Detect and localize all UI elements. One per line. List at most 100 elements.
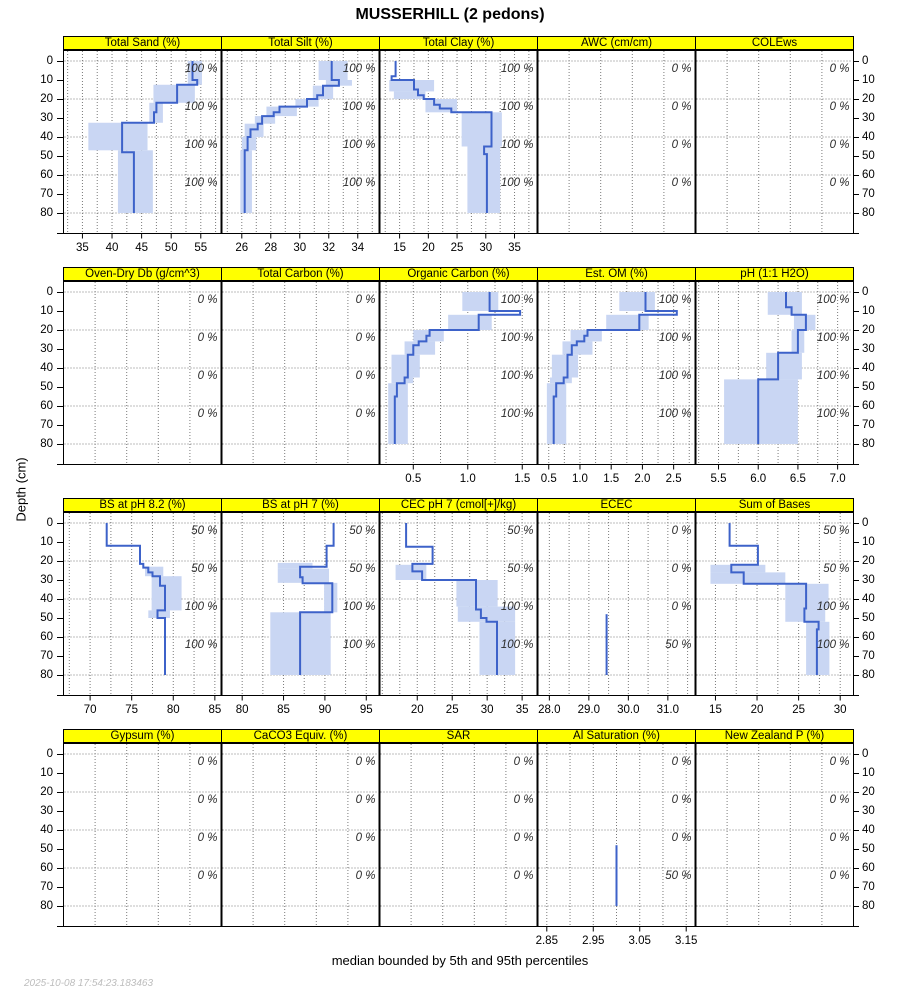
depth-tick-label: 10 bbox=[862, 536, 875, 548]
depth-tick bbox=[57, 194, 63, 195]
contributing-fraction-label: 0 % bbox=[671, 601, 691, 613]
depth-tick-label: 80 bbox=[40, 669, 53, 681]
depth-tick-label: 20 bbox=[40, 324, 53, 336]
contributing-fraction-label: 0 % bbox=[829, 756, 849, 768]
x-tick-label: 32 bbox=[322, 242, 335, 254]
contributing-fraction-label: 100 % bbox=[658, 332, 691, 344]
contributing-fraction-label: 50 % bbox=[823, 525, 849, 537]
x-tick-label: 40 bbox=[105, 242, 118, 254]
median-line bbox=[120, 61, 198, 213]
x-tick-label: 29.0 bbox=[577, 704, 599, 716]
strip-gypsum: Gypsum (%) bbox=[63, 729, 222, 743]
x-tick-label: 35 bbox=[76, 242, 89, 254]
depth-tick-label: 70 bbox=[862, 419, 875, 431]
contributing-fraction-label: 0 % bbox=[829, 177, 849, 189]
median-line bbox=[756, 292, 807, 444]
depth-tick-label: 50 bbox=[862, 381, 875, 393]
depth-tick bbox=[57, 830, 63, 831]
percentile-band bbox=[404, 341, 435, 355]
depth-tick-label: 60 bbox=[862, 631, 875, 643]
depth-tick bbox=[57, 156, 63, 157]
contributing-fraction-label: 50 % bbox=[191, 563, 217, 575]
depth-axis-end-tick bbox=[57, 926, 63, 927]
depth-tick-label: 50 bbox=[40, 381, 53, 393]
depth-tick bbox=[57, 773, 63, 774]
contributing-fraction-label: 50 % bbox=[507, 563, 533, 575]
depth-tick bbox=[57, 811, 63, 812]
contributing-fraction-label: 0 % bbox=[829, 139, 849, 151]
contributing-fraction-label: 0 % bbox=[513, 870, 533, 882]
depth-tick-label: 40 bbox=[40, 362, 53, 374]
depth-tick bbox=[57, 99, 63, 100]
percentile-band bbox=[767, 292, 802, 315]
depth-tick-label: 30 bbox=[862, 343, 875, 355]
contributing-fraction-label: 100 % bbox=[342, 101, 375, 113]
strip-total-carbon: Total Carbon (%) bbox=[221, 267, 380, 281]
depth-tick bbox=[853, 754, 859, 755]
depth-tick bbox=[57, 330, 63, 331]
contributing-fraction-label: 0 % bbox=[355, 870, 375, 882]
x-tick-label: 30 bbox=[480, 704, 493, 716]
x-tick-label: 0.5 bbox=[405, 473, 421, 485]
median-line bbox=[390, 61, 492, 213]
contributing-fraction-label: 50 % bbox=[507, 525, 533, 537]
panel-row-2: 0 %0 %0 %0 %0 %0 %0 %0 %100 %100 %100 %1… bbox=[62, 281, 854, 485]
depth-tick-label: 10 bbox=[40, 767, 53, 779]
depth-tick-label: 70 bbox=[40, 881, 53, 893]
depth-tick bbox=[57, 887, 63, 888]
strip-bs-at-ph-8-2: BS at pH 8.2 (%) bbox=[63, 498, 222, 512]
depth-tick bbox=[853, 599, 859, 600]
strip-ecec: ECEC bbox=[537, 498, 696, 512]
panel-ecec: 0 % 0 % 0 % 50 % 28.0 29.0 30.0 31.0 bbox=[536, 512, 696, 716]
panel-ph-1-1-h2o: 100 % 100 % 100 % 100 % 5.5 6.0 6.5 7.0 bbox=[694, 281, 854, 485]
x-tick-label: 50 bbox=[164, 242, 177, 254]
x-tick-label: 15 bbox=[393, 242, 406, 254]
contributing-fraction-label: 0 % bbox=[671, 832, 691, 844]
panel-colews: 0 % 0 % 0 % 0 % bbox=[694, 50, 854, 234]
depth-tick bbox=[853, 61, 859, 62]
contributing-fraction-label: 0 % bbox=[671, 63, 691, 75]
strip-total-clay: Total Clay (%) bbox=[379, 36, 538, 50]
depth-tick-label: 80 bbox=[862, 207, 875, 219]
contributing-fraction-label: 0 % bbox=[671, 563, 691, 575]
contributing-fraction-label: 100 % bbox=[500, 294, 533, 306]
depth-tick bbox=[853, 618, 859, 619]
contributing-fraction-label: 100 % bbox=[658, 370, 691, 382]
contributing-fraction-label: 50 % bbox=[665, 639, 691, 651]
strip-bs-at-ph-7: BS at pH 7 (%) bbox=[221, 498, 380, 512]
depth-tick-label: 10 bbox=[862, 305, 875, 317]
depth-tick bbox=[853, 213, 859, 214]
panel-est-om: 100 % 100 % 100 % 100 % 0.5 1.0 1.5 2.0 2.5 bbox=[536, 281, 696, 485]
x-tick-label: 1.5 bbox=[514, 473, 530, 485]
depth-tick bbox=[853, 311, 859, 312]
depth-tick-label: 0 bbox=[46, 55, 53, 67]
depth-axis-end-tick bbox=[57, 695, 63, 696]
depth-tick-label: 70 bbox=[40, 419, 53, 431]
percentile-band bbox=[709, 564, 765, 573]
median-line bbox=[243, 61, 340, 213]
x-tick-label: 75 bbox=[125, 704, 138, 716]
contributing-fraction-label: 0 % bbox=[355, 332, 375, 344]
depth-tick-label: 50 bbox=[862, 612, 875, 624]
x-tick-label: 30 bbox=[479, 242, 492, 254]
contributing-fraction-label: 100 % bbox=[500, 639, 533, 651]
strip-awc-cm-cm: AWC (cm/cm) bbox=[537, 36, 696, 50]
strip-new-zealand-p: New Zealand P (%) bbox=[695, 729, 854, 743]
contributing-fraction-label: 0 % bbox=[197, 408, 217, 420]
strip-colews: COLEws bbox=[695, 36, 854, 50]
depth-tick bbox=[853, 99, 859, 100]
x-tick-label: 2.5 bbox=[665, 473, 681, 485]
x-tick-label: 30 bbox=[293, 242, 306, 254]
depth-tick-label: 0 bbox=[862, 286, 869, 298]
contributing-fraction-label: 0 % bbox=[671, 756, 691, 768]
depth-tick-label: 60 bbox=[862, 400, 875, 412]
depth-tick bbox=[853, 387, 859, 388]
depth-tick bbox=[853, 118, 859, 119]
x-tick-label: 25 bbox=[450, 242, 463, 254]
contributing-fraction-label: 0 % bbox=[671, 177, 691, 189]
depth-tick bbox=[853, 906, 859, 907]
percentile-band bbox=[117, 150, 153, 213]
percentile-band bbox=[390, 354, 420, 378]
depth-tick-label: 0 bbox=[862, 517, 869, 529]
